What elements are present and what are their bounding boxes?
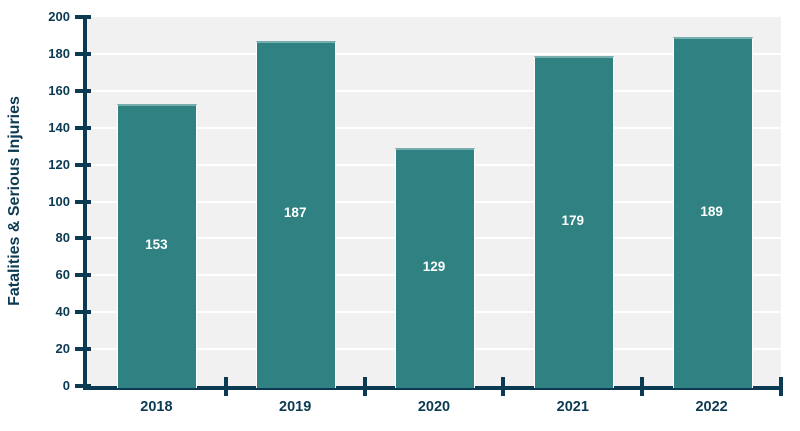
- bar: [533, 55, 614, 388]
- y-tick-label: 200: [48, 9, 70, 24]
- gridline: [87, 126, 781, 129]
- x-axis-line: [83, 386, 783, 390]
- y-tick-label: 160: [48, 82, 70, 98]
- x-tick-label: 2020: [417, 399, 451, 415]
- y-tick-label: 20: [55, 341, 70, 357]
- y-tick-label: 140: [48, 119, 70, 135]
- bar: [256, 40, 337, 388]
- y-tick-label: 0: [62, 378, 70, 393]
- y-axis-tick: [75, 273, 91, 278]
- bar-value-label: 129: [422, 258, 446, 274]
- y-tick-label: 40: [55, 304, 70, 320]
- y-axis-line: [83, 17, 87, 390]
- x-tick-label: 2019: [279, 399, 312, 415]
- y-tick-label: 60: [55, 267, 70, 283]
- y-tick-label: 120: [48, 156, 70, 172]
- bar: [672, 37, 753, 388]
- y-axis-tick: [75, 199, 91, 204]
- x-axis-tick: [779, 377, 783, 396]
- y-axis-tick: [75, 88, 91, 93]
- bar-value-label: 187: [283, 205, 307, 221]
- x-tick-label: 2022: [695, 399, 728, 415]
- y-axis-tick: [75, 162, 91, 167]
- x-axis-tick: [640, 377, 645, 396]
- y-axis-title: Fatalities & Serious Injuries: [6, 96, 23, 306]
- x-axis-tick: [362, 377, 367, 396]
- x-tick-label: 2021: [556, 399, 589, 415]
- y-tick-label: 80: [55, 230, 70, 246]
- x-axis-tick: [501, 377, 506, 396]
- y-axis-tick: [75, 347, 91, 352]
- bar-value-label: 179: [561, 212, 585, 228]
- bar-value-label: 189: [700, 203, 723, 219]
- y-axis-tick: [75, 236, 91, 241]
- y-axis-tick: [75, 15, 91, 19]
- bar-value-label: 153: [145, 236, 168, 252]
- bar: [395, 147, 475, 388]
- x-tick-label: 2018: [140, 399, 173, 415]
- gridline: [87, 52, 781, 55]
- gridline: [87, 89, 781, 92]
- y-tick-label: 180: [48, 45, 70, 61]
- y-axis-tick: [75, 125, 91, 130]
- bar: [117, 103, 198, 388]
- y-axis-tick: [75, 384, 91, 388]
- y-axis-tick: [75, 51, 91, 56]
- y-axis-tick: [75, 310, 91, 315]
- x-axis-tick: [223, 377, 228, 396]
- y-tick-label: 100: [48, 193, 70, 209]
